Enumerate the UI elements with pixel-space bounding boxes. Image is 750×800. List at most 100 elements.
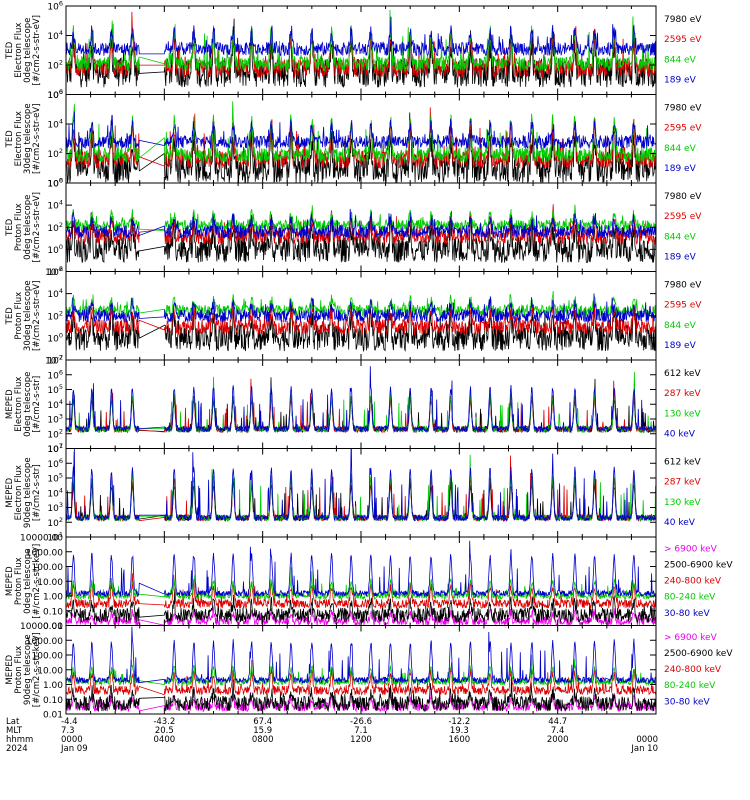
panel-frame [65,359,657,449]
y-tick-exponent: 4 [59,287,63,295]
y-tick-label: 106 [47,457,63,470]
y-axis-label-line: [#/cm2-s-str-keV] [32,632,42,707]
y-axis-label-line: [#/cm2-s-str-eV] [32,281,42,351]
time-axis-mlt: 7.4 [551,726,565,736]
y-axis-label-line: MEPED [5,566,15,596]
panel-frame [65,536,657,626]
y-tick-exponent: 4 [59,29,63,37]
series-line-1 [66,212,656,264]
legend-entry: 287 keV [664,389,701,399]
series-line-3 [66,659,656,697]
time-axis-date: Jan 10 [630,744,658,754]
legend-entry: > 6900 keV [664,633,718,643]
legend-entry: 40 keV [664,518,696,528]
y-tick-base: 10 [47,180,59,190]
y-tick-label: 104 [47,486,63,499]
y-axis-label-line: 90deg telescope [23,457,33,528]
y-tick-exponent: 6 [59,0,63,8]
y-tick-base: 10 [47,268,59,278]
legend-entry: 2500-6900 keV [664,649,733,659]
legend-entry: 80-240 keV [664,593,716,603]
y-tick-exponent: 5 [59,383,63,391]
y-tick-base: 10 [47,180,59,190]
axis-row-label: Lat [6,717,20,727]
y-axis-label-line: Proton Flux [14,557,24,605]
y-tick-label: 10.00 [37,666,63,676]
y-axis-label-line: 0deg telescope [23,195,33,260]
y-tick-exponent: 2 [59,221,63,229]
series-group [66,9,656,88]
y-axis-label-line: Electron Flux [14,111,24,166]
y-tick-base: 10 [47,357,59,367]
y-tick-base: 10 [47,32,59,42]
y-tick-label: 1000.00 [26,637,63,647]
legend-entry: 844 eV [664,321,697,331]
y-axis-label-line: MEPED [5,477,15,507]
y-tick-base: 10 [47,371,59,381]
y-axis-label-line: Electron Flux [14,465,24,520]
y-tick-label: 106 [47,265,63,278]
y-tick-label: 104 [47,398,63,411]
series-group [66,626,656,713]
y-tick-label: 0.10 [43,696,63,706]
y-tick-exponent: 1 [59,442,63,450]
y-tick-label: 104 [47,287,63,300]
y-tick-label: 100.00 [32,652,64,662]
y-tick-label: 102 [47,516,63,529]
y-tick-label: 102 [47,427,63,440]
series-line-4 [66,366,656,433]
y-tick-label: 1.00 [43,681,63,691]
legend-entry: 2500-6900 keV [664,561,733,571]
time-axis-lat: 67.4 [253,717,272,727]
series-line-1 [66,377,656,434]
y-tick-base: 10 [47,334,59,344]
y-axis-label-line: [#/cm2-s-str] [32,464,42,521]
series-line-2 [66,378,656,434]
y-tick-exponent: 4 [59,486,63,494]
time-axis-mlt: 19.3 [450,726,469,736]
y-axis-label-line: TED [5,218,15,237]
y-tick-label: 105 [47,383,63,396]
flux-panel-8: 0.01 0.10 1.00 10.00 100.00 1000.00 10000.00 ME… [5,622,733,721]
y-axis-label-line: Electron Flux [14,23,24,78]
y-tick-exponent: 0 [59,88,63,96]
legend-entry: 7980 eV [664,104,702,114]
series-line-3 [66,573,656,610]
y-tick-exponent: 2 [59,147,63,155]
y-tick-label: 103 [47,413,63,426]
series-line-3 [66,290,656,318]
y-tick-base: 10 [47,312,59,322]
time-axis-mlt: 7.3 [61,726,75,736]
legend-entry: 7980 eV [664,192,702,202]
y-tick-label: 104 [47,199,63,212]
y-tick-base: 10 [47,386,59,396]
y-tick-exponent: 2 [59,59,63,67]
series-line-2 [66,677,656,713]
series-line-3 [66,371,656,434]
y-axis-label-line: Proton Flux [14,646,24,694]
series-group [66,290,656,353]
y-tick-exponent: 3 [59,413,63,421]
legend-entry: 189 eV [664,164,697,174]
legend-entry: 2595 eV [664,124,702,134]
time-axis-hhmm: 1600 [449,735,471,745]
y-tick-label: 10000.00 [20,534,63,544]
series-line-1 [66,302,656,353]
y-axis-label-line: 30deg telescope [23,280,33,351]
y-tick-exponent: -2 [57,354,63,362]
time-axis-date: Jan 09 [60,744,88,754]
y-tick-label: 1000.00 [26,548,63,558]
legend-entry: 189 eV [664,75,697,85]
time-axis-lat: -43.2 [153,717,175,727]
y-tick-label: 102 [47,147,63,160]
y-axis-label-line: Proton Flux [14,292,24,340]
time-axis-hhmm: 0800 [252,735,274,745]
series-line-4 [66,293,656,324]
axis-row-label: hhmm [6,735,33,745]
